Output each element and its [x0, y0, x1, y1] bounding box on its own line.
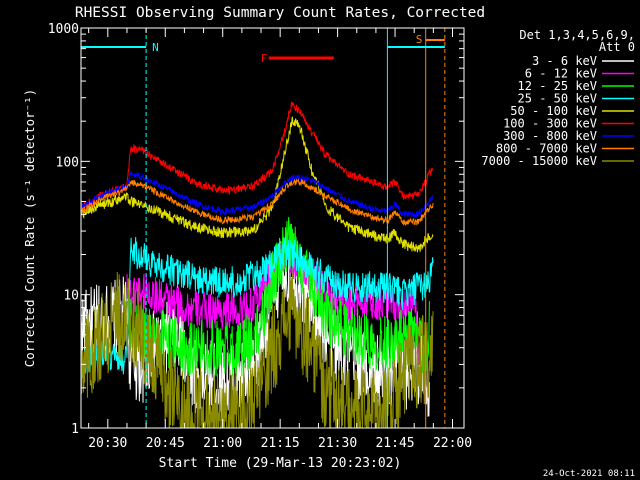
x-tick-label: 21:15 — [261, 436, 300, 451]
series-line — [80, 271, 434, 430]
series-line — [80, 101, 434, 212]
series-line — [80, 236, 434, 378]
legend-entry-label: 800 - 7000 keV — [496, 142, 597, 156]
annotations: N S F — [81, 33, 445, 65]
y-tick-label: 1 — [71, 422, 79, 437]
y-tick-label: 10 — [63, 289, 79, 304]
x-axis: 20:30 20:45 21:00 21:15 21:30 21:45 22:00 — [88, 28, 472, 451]
legend-entry-label: 100 - 300 keV — [503, 117, 597, 131]
y-axis-label: Corrected Count Rate (s⁻¹ detector⁻¹) — [22, 89, 37, 367]
footer-timestamp: 24-Oct-2021 08:11 — [543, 469, 635, 479]
x-tick-label: 20:30 — [88, 436, 127, 451]
legend-entry-label: 6 - 12 keV — [525, 67, 597, 81]
annotation-label: N — [152, 41, 159, 54]
legend-entry-label: 12 - 25 keV — [518, 79, 597, 93]
y-tick-label: 100 — [56, 155, 79, 170]
series-line — [80, 178, 434, 226]
series-line — [80, 171, 434, 219]
plot-frame — [80, 27, 465, 429]
series-traces — [80, 101, 434, 430]
legend-entry-label: 7000 - 15000 keV — [481, 154, 597, 168]
x-tick-label: 22:00 — [433, 436, 472, 451]
legend-header-1: Det 1,3,4,5,6,9, — [519, 28, 635, 42]
legend-entry-label: 3 - 6 keV — [532, 54, 597, 68]
y-axis: 1 10 100 1000 — [48, 22, 464, 437]
y-tick-label: 1000 — [48, 22, 79, 37]
x-tick-label: 20:45 — [146, 436, 185, 451]
legend-entry-label: 50 - 100 keV — [510, 104, 597, 118]
legend-entry-label: 300 - 800 keV — [503, 129, 597, 143]
x-tick-label: 21:30 — [318, 436, 357, 451]
series-line — [80, 116, 434, 253]
x-axis-label: Start Time (29-Mar-13 20:23:02) — [159, 456, 402, 471]
legend-header-2: Att 0 — [599, 40, 635, 54]
chart-title: RHESSI Observing Summary Count Rates, Co… — [75, 5, 485, 21]
legend-entry-label: 25 - 50 keV — [518, 92, 597, 106]
annotation-label: S — [416, 33, 423, 46]
series-line — [126, 216, 430, 377]
annotation-label: F — [261, 52, 268, 65]
x-tick-label: 21:00 — [203, 436, 242, 451]
x-tick-label: 21:45 — [375, 436, 414, 451]
